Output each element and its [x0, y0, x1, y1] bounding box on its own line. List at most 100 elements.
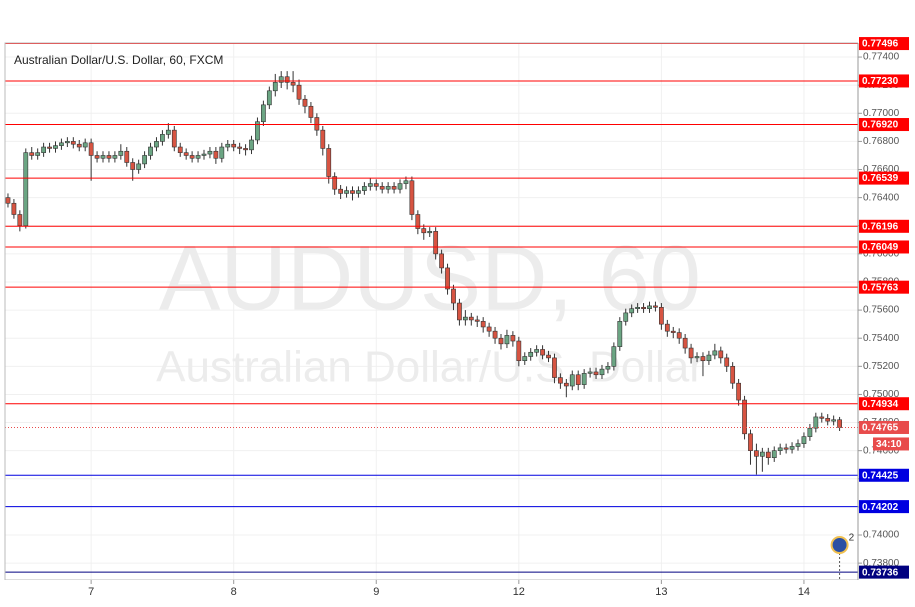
candle-body: [148, 146, 153, 156]
level-badge: [859, 219, 909, 233]
candle-body: [462, 316, 468, 321]
candle-body: [682, 337, 688, 349]
x-tick-label: 12: [513, 586, 525, 598]
candle-body: [694, 356, 700, 359]
current-price-label: 0.74765: [862, 423, 899, 434]
x-tick-label: 14: [798, 586, 810, 598]
candle-body: [154, 141, 159, 148]
candle-body: [255, 121, 260, 141]
y-tick-label: 0.75000: [863, 389, 900, 400]
y-tick-label: 0.75200: [863, 361, 900, 372]
current-price-badge: [859, 420, 909, 434]
candle-body: [11, 202, 17, 215]
candle-body: [540, 349, 545, 356]
candle-body: [278, 76, 284, 83]
level-badge: [859, 171, 909, 185]
candle-body: [581, 373, 587, 385]
candle-body: [641, 306, 646, 309]
level-label: 0.77496: [862, 39, 899, 50]
candle-body: [284, 76, 290, 83]
level-badge: [859, 500, 909, 514]
candle-body: [41, 146, 46, 153]
chart-title: Australian Dollar/U.S. Dollar, 60, FXCM: [14, 53, 223, 67]
candle-body: [498, 337, 504, 345]
y-tick-label: 0.73800: [863, 558, 900, 569]
candle-body: [813, 416, 819, 429]
candle-body: [748, 433, 753, 451]
level-badge: [859, 74, 909, 88]
candle-body: [771, 450, 777, 458]
time-axis-background: [0, 580, 915, 607]
event-count: 2: [849, 533, 855, 544]
candle-body: [47, 146, 52, 149]
candle-body: [320, 129, 326, 149]
candle-body: [302, 98, 308, 107]
candle-body: [706, 354, 712, 362]
candle-body: [807, 427, 813, 437]
candle-body: [17, 214, 23, 227]
candle-body: [457, 302, 462, 321]
candle-body: [367, 183, 373, 187]
candle-body: [670, 330, 676, 333]
candle-body: [338, 188, 343, 194]
candle-body: [207, 150, 213, 155]
candle-body: [647, 305, 652, 309]
candle-body: [177, 146, 183, 153]
axis-background: [858, 0, 915, 607]
candle-body: [261, 104, 266, 123]
candle-body: [451, 288, 456, 304]
y-tick-label: 0.74600: [863, 445, 900, 456]
candle-body: [266, 90, 272, 106]
candle-body: [837, 419, 842, 428]
x-tick-label: 13: [655, 586, 667, 598]
candle-body: [70, 141, 76, 145]
watermark: AUDUSD, 60: [159, 227, 701, 329]
candle-body: [593, 371, 599, 376]
candle-body: [789, 446, 795, 450]
candle-body: [243, 148, 248, 151]
candle-body: [664, 323, 670, 332]
candle-body: [385, 186, 391, 190]
y-tick-label: 0.77400: [863, 52, 900, 63]
candle-body: [801, 436, 807, 444]
level-label: 0.74202: [862, 502, 899, 513]
candle-body: [468, 316, 474, 321]
candle-body: [819, 416, 825, 419]
candle-body: [563, 382, 569, 387]
candle-body: [272, 82, 278, 92]
candle-body: [165, 129, 171, 135]
candle-body: [76, 143, 82, 148]
candle-body: [676, 332, 682, 339]
watermark-subtitle: Australian Dollar/U.S. Dollar: [156, 343, 704, 392]
candle-body: [474, 319, 480, 322]
candle-body: [160, 134, 165, 142]
candle-body: [118, 150, 124, 156]
candle-body: [403, 180, 409, 184]
candle-body: [397, 183, 403, 190]
level-badge: [859, 280, 909, 294]
candle-body: [344, 190, 349, 194]
candle-body: [29, 152, 35, 156]
candle-body: [356, 190, 361, 194]
candle-body: [492, 330, 498, 339]
countdown-badge: [873, 437, 909, 451]
x-tick-label: 8: [231, 586, 237, 598]
candle-body: [189, 155, 195, 159]
candle-body: [213, 150, 219, 159]
candle-body: [700, 356, 706, 362]
level-badge: [859, 565, 909, 579]
candle-body: [249, 139, 254, 151]
y-tick-label: 0.76800: [863, 136, 900, 147]
candle-body: [575, 374, 581, 385]
candle-body: [225, 143, 231, 148]
candle-body: [617, 321, 623, 347]
level-label: 0.76920: [862, 120, 899, 131]
candle-body: [742, 399, 747, 435]
candle-body: [724, 357, 730, 367]
candle-body: [605, 366, 611, 370]
candle-body: [64, 141, 70, 144]
candle-body: [534, 349, 540, 353]
candle-body: [688, 347, 694, 359]
